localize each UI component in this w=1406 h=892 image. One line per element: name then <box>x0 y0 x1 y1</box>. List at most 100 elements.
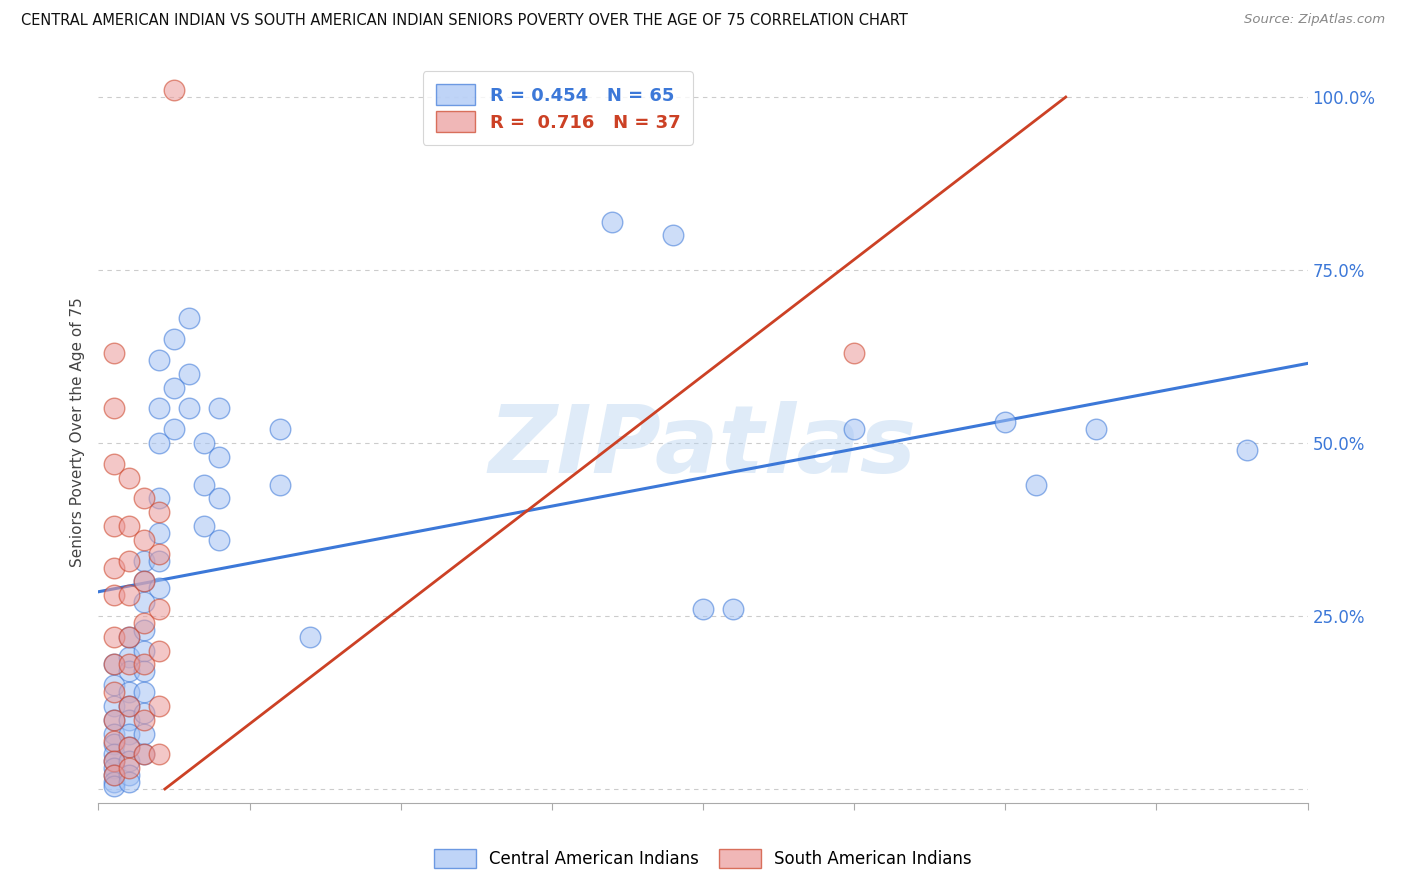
Point <box>148 747 170 762</box>
Point <box>103 737 125 751</box>
Point <box>103 761 125 775</box>
Point <box>118 713 141 727</box>
Point <box>103 657 125 672</box>
Point <box>148 547 170 561</box>
Point <box>103 726 125 740</box>
Point <box>103 768 125 782</box>
Point <box>208 491 231 506</box>
Point <box>148 554 170 568</box>
Point <box>103 754 125 768</box>
Point <box>103 698 125 713</box>
Point <box>148 505 170 519</box>
Point <box>103 775 125 789</box>
Point <box>148 602 170 616</box>
Point <box>118 754 141 768</box>
Point <box>103 733 125 747</box>
Point <box>103 346 125 360</box>
Point <box>148 525 170 540</box>
Point <box>132 747 155 762</box>
Point <box>118 630 141 644</box>
Point <box>148 582 170 596</box>
Point <box>148 698 170 713</box>
Point <box>132 726 155 740</box>
Point <box>844 422 866 436</box>
Text: ZIPatlas: ZIPatlas <box>489 401 917 493</box>
Point <box>132 713 155 727</box>
Point <box>118 768 141 782</box>
Point <box>193 519 215 533</box>
Point <box>103 713 125 727</box>
Y-axis label: Seniors Poverty Over the Age of 75: Seniors Poverty Over the Age of 75 <box>69 298 84 567</box>
Point <box>193 436 215 450</box>
Point <box>1236 442 1258 457</box>
Point <box>118 665 141 679</box>
Point <box>118 588 141 602</box>
Point <box>269 422 291 436</box>
Point <box>193 477 215 491</box>
Point <box>1085 422 1108 436</box>
Point <box>208 533 231 547</box>
Point <box>103 685 125 699</box>
Point <box>118 554 141 568</box>
Point <box>118 685 141 699</box>
Point <box>103 457 125 471</box>
Point <box>148 436 170 450</box>
Point <box>132 574 155 589</box>
Point <box>118 470 141 484</box>
Point <box>163 381 186 395</box>
Point <box>179 311 201 326</box>
Point <box>118 761 141 775</box>
Point <box>132 706 155 720</box>
Point <box>163 83 186 97</box>
Point <box>118 657 141 672</box>
Point <box>692 602 714 616</box>
Point <box>132 574 155 589</box>
Point <box>103 779 125 793</box>
Point <box>118 698 141 713</box>
Text: Source: ZipAtlas.com: Source: ZipAtlas.com <box>1244 13 1385 27</box>
Point <box>208 450 231 464</box>
Point <box>132 643 155 657</box>
Point <box>118 519 141 533</box>
Point <box>118 775 141 789</box>
Point <box>118 740 141 755</box>
Point <box>118 726 141 740</box>
Point <box>163 332 186 346</box>
Point <box>118 630 141 644</box>
Point <box>132 623 155 637</box>
Point <box>103 519 125 533</box>
Legend: R = 0.454   N = 65, R =  0.716   N = 37: R = 0.454 N = 65, R = 0.716 N = 37 <box>423 71 693 145</box>
Point <box>844 346 866 360</box>
Point <box>132 657 155 672</box>
Point <box>132 665 155 679</box>
Point <box>661 228 683 243</box>
Point <box>103 630 125 644</box>
Point <box>103 401 125 416</box>
Point <box>723 602 745 616</box>
Point <box>103 747 125 762</box>
Point <box>132 685 155 699</box>
Legend: Central American Indians, South American Indians: Central American Indians, South American… <box>427 842 979 875</box>
Point <box>179 401 201 416</box>
Point <box>994 415 1017 429</box>
Point <box>602 214 624 228</box>
Point <box>118 650 141 665</box>
Point <box>118 698 141 713</box>
Point <box>118 740 141 755</box>
Point <box>103 657 125 672</box>
Point <box>179 367 201 381</box>
Point <box>148 643 170 657</box>
Point <box>299 630 322 644</box>
Point <box>132 747 155 762</box>
Point <box>103 678 125 692</box>
Point <box>132 554 155 568</box>
Point <box>103 754 125 768</box>
Text: CENTRAL AMERICAN INDIAN VS SOUTH AMERICAN INDIAN SENIORS POVERTY OVER THE AGE OF: CENTRAL AMERICAN INDIAN VS SOUTH AMERICA… <box>21 13 908 29</box>
Point <box>103 560 125 574</box>
Point <box>103 713 125 727</box>
Point <box>132 595 155 609</box>
Point <box>208 401 231 416</box>
Point <box>148 401 170 416</box>
Point <box>103 768 125 782</box>
Point <box>148 491 170 506</box>
